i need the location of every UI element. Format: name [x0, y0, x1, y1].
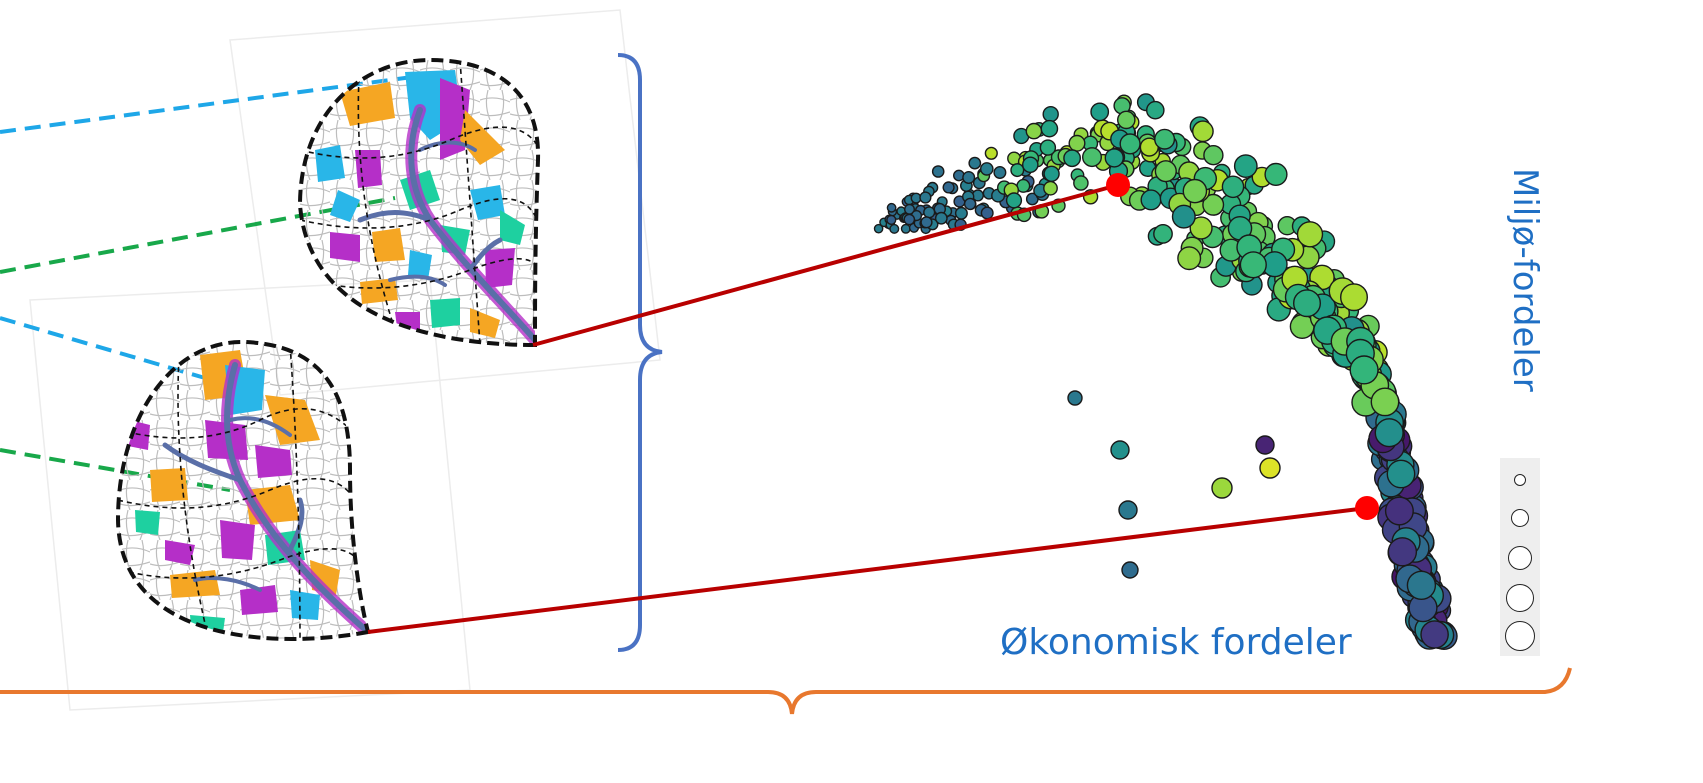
red-link-bottom — [367, 506, 1368, 634]
x-axis-label: Økonomisk fordeler — [1000, 622, 1352, 663]
scatter-point — [886, 202, 897, 213]
scatter-point — [1146, 100, 1165, 120]
scatter-point — [889, 223, 900, 234]
scatter-point — [1118, 500, 1138, 520]
scatter-point — [1406, 570, 1437, 600]
scatter-point — [1153, 223, 1173, 244]
scatter-point — [1121, 561, 1139, 579]
scatter-point — [1386, 459, 1416, 489]
scatter-point — [1374, 418, 1404, 448]
scatter-point — [903, 213, 916, 226]
scatter-point — [1063, 149, 1082, 168]
scatter-point — [1171, 204, 1196, 229]
scatter-point — [963, 197, 977, 211]
scatter-point — [954, 206, 968, 220]
scatter-point — [1010, 163, 1025, 178]
scatter-point — [1022, 156, 1039, 174]
scatter-point — [1420, 620, 1449, 649]
red-link-top — [532, 183, 1119, 347]
curly-brace-horizontal — [0, 667, 1572, 715]
scatter-point — [1233, 154, 1258, 179]
pareto-scatter — [873, 93, 1458, 650]
dashed-line-blue-top — [0, 74, 421, 134]
scatter-point — [980, 206, 994, 220]
scatter-point — [1203, 144, 1224, 166]
scatter-point — [923, 206, 936, 219]
size-legend-circle-3 — [1508, 546, 1532, 570]
scatter-point — [1040, 119, 1059, 138]
scatter-point — [1177, 246, 1202, 271]
highlight-point-top — [1106, 173, 1130, 197]
map-top-boundary — [297, 57, 541, 348]
scatter-point — [1068, 134, 1086, 152]
scatter-point — [1189, 216, 1213, 240]
scatter-point — [1104, 148, 1125, 168]
y-axis-label: Miljø-fordeler — [1505, 168, 1545, 392]
scatter-point — [1192, 120, 1214, 143]
scatter-point — [1110, 440, 1130, 460]
scatter-point — [900, 223, 911, 234]
scatter-point — [1296, 221, 1324, 248]
scatter-point — [980, 162, 994, 176]
scatter-point — [1117, 110, 1136, 130]
leaf-map-top — [297, 57, 541, 348]
highlight-point-bottom — [1355, 496, 1379, 520]
scatter-point — [919, 191, 932, 204]
scatter-point — [934, 211, 948, 225]
scatter-point — [1140, 189, 1162, 211]
map-bottom-zones — [118, 341, 366, 639]
scatter-point — [1154, 128, 1176, 150]
scatter-point — [962, 170, 976, 184]
scatter-point — [1292, 289, 1321, 318]
scatter-point — [1081, 147, 1102, 168]
scatter-point — [1025, 122, 1043, 140]
size-legend-circle-4 — [1506, 584, 1534, 612]
scatter-point — [1005, 192, 1023, 209]
scatter-point — [1387, 537, 1418, 567]
scatter-point — [942, 181, 955, 194]
scatter-point — [1211, 477, 1233, 499]
red-links — [367, 173, 1379, 634]
scatter-point — [1349, 355, 1379, 385]
scatter-point — [1339, 283, 1368, 312]
scatter-point — [1154, 160, 1177, 183]
scatter-point — [886, 214, 897, 226]
scatter-point — [1067, 390, 1083, 406]
scatter-point — [1370, 387, 1400, 417]
scatter-point — [1255, 435, 1275, 455]
scatter-point — [920, 216, 933, 229]
scatter-point — [1259, 457, 1281, 479]
dashed-line-blue-bottom — [0, 316, 206, 380]
scatter-point — [968, 156, 982, 170]
scatter-point — [1264, 162, 1288, 186]
scatter-point — [1182, 178, 1208, 204]
size-legend-circle-2 — [1511, 509, 1529, 527]
scatter-point — [1239, 251, 1267, 279]
scatter-point — [1202, 193, 1225, 216]
scatter-point — [1384, 496, 1414, 526]
scatter-point — [1039, 139, 1057, 156]
scatter-point — [1043, 180, 1058, 196]
scatter-point — [1221, 175, 1245, 199]
scatter-point — [931, 165, 945, 178]
curly-brace-vertical — [617, 53, 663, 652]
size-legend-circle-5 — [1505, 621, 1535, 651]
scatter-point — [993, 165, 1007, 179]
scatter-point — [984, 146, 998, 160]
scatter-point — [1090, 102, 1110, 122]
scatter-point — [1119, 133, 1141, 155]
map-bottom-boundary — [115, 339, 371, 641]
size-legend — [1500, 458, 1540, 656]
dashed-line-green-bottom — [0, 448, 231, 492]
scatter-point — [1073, 175, 1089, 191]
leaf-map-bottom — [115, 339, 371, 641]
scatter-point — [1042, 105, 1059, 123]
scatter-point — [873, 223, 884, 234]
scatter-point — [1043, 165, 1060, 183]
size-legend-circle-1 — [1514, 474, 1526, 486]
